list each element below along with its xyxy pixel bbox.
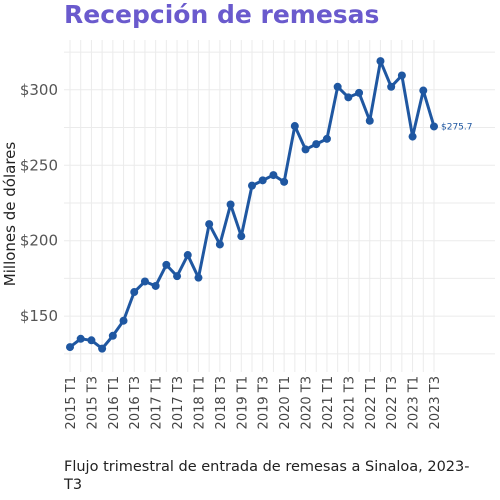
data-point bbox=[237, 232, 246, 241]
data-point bbox=[248, 181, 256, 190]
y-tick-label: $150 bbox=[20, 307, 58, 325]
x-tick-label: 2017 T3 bbox=[171, 376, 186, 429]
y-axis-title: Millones de dólares bbox=[1, 142, 19, 287]
end-value-label: $275.7 bbox=[441, 122, 473, 132]
x-tick-label: 2021 T3 bbox=[342, 376, 357, 429]
x-tick-label: 2021 T1 bbox=[321, 376, 336, 429]
data-point bbox=[66, 343, 74, 352]
data-point bbox=[98, 344, 107, 353]
data-point bbox=[258, 176, 267, 185]
y-tick-label: $300 bbox=[20, 81, 58, 99]
x-tick-label: 2017 T1 bbox=[150, 376, 165, 429]
data-point bbox=[119, 316, 128, 325]
x-tick-label: 2016 T1 bbox=[107, 376, 122, 429]
data-point bbox=[151, 281, 160, 290]
data-point bbox=[408, 132, 417, 141]
x-tick-label: 2018 T1 bbox=[192, 376, 207, 429]
x-tick-label: 2015 T3 bbox=[85, 376, 100, 429]
x-tick-label: 2016 T3 bbox=[128, 376, 143, 429]
chart-caption: Flujo trimestral de entrada de remesas a… bbox=[64, 459, 470, 493]
x-tick-label: 2022 T1 bbox=[364, 376, 379, 429]
data-point bbox=[280, 177, 289, 186]
data-point bbox=[226, 200, 235, 209]
data-point bbox=[205, 220, 214, 229]
x-tick-label: 2023 T1 bbox=[407, 376, 422, 429]
y-tick-label: $250 bbox=[20, 156, 58, 174]
data-point bbox=[387, 82, 396, 91]
data-point bbox=[269, 171, 278, 180]
data-point bbox=[355, 88, 364, 97]
x-tick-label: 2022 T3 bbox=[385, 376, 400, 429]
data-point bbox=[322, 134, 331, 143]
data-point bbox=[312, 140, 321, 149]
x-tick-label: 2015 T1 bbox=[64, 376, 79, 429]
data-point bbox=[430, 122, 438, 131]
data-point bbox=[397, 71, 406, 80]
data-point bbox=[183, 251, 192, 260]
x-axis-ticks: 2015 T1 2015 T3 2016 T1 2016 T3 2017 T1 2017 … bbox=[64, 376, 443, 429]
data-point bbox=[162, 260, 171, 269]
grid bbox=[64, 40, 495, 372]
data-point bbox=[290, 122, 299, 131]
x-tick-label: 2019 T1 bbox=[235, 376, 250, 429]
data-point bbox=[333, 82, 342, 91]
data-points bbox=[66, 57, 438, 353]
data-point bbox=[419, 86, 428, 95]
data-point bbox=[87, 336, 96, 345]
data-point bbox=[108, 331, 117, 340]
y-axis-ticks: $150 $200 $250 $300 bbox=[20, 81, 58, 325]
data-point bbox=[76, 334, 85, 343]
data-point bbox=[301, 145, 310, 154]
data-point bbox=[194, 273, 203, 282]
x-tick-label: 2023 T3 bbox=[428, 376, 443, 429]
data-point bbox=[365, 116, 374, 125]
data-point bbox=[215, 240, 224, 249]
data-point bbox=[140, 277, 149, 286]
data-point bbox=[173, 272, 182, 281]
data-point bbox=[376, 57, 385, 66]
x-tick-label: 2020 T3 bbox=[300, 376, 315, 429]
y-tick-label: $200 bbox=[20, 232, 58, 250]
data-point bbox=[344, 93, 353, 102]
x-tick-label: 2018 T3 bbox=[214, 376, 229, 429]
chart-title: Recepción de remesas bbox=[64, 0, 380, 29]
x-tick-label: 2020 T1 bbox=[278, 376, 293, 429]
x-tick-label: 2019 T3 bbox=[257, 376, 272, 429]
data-point bbox=[130, 288, 139, 297]
